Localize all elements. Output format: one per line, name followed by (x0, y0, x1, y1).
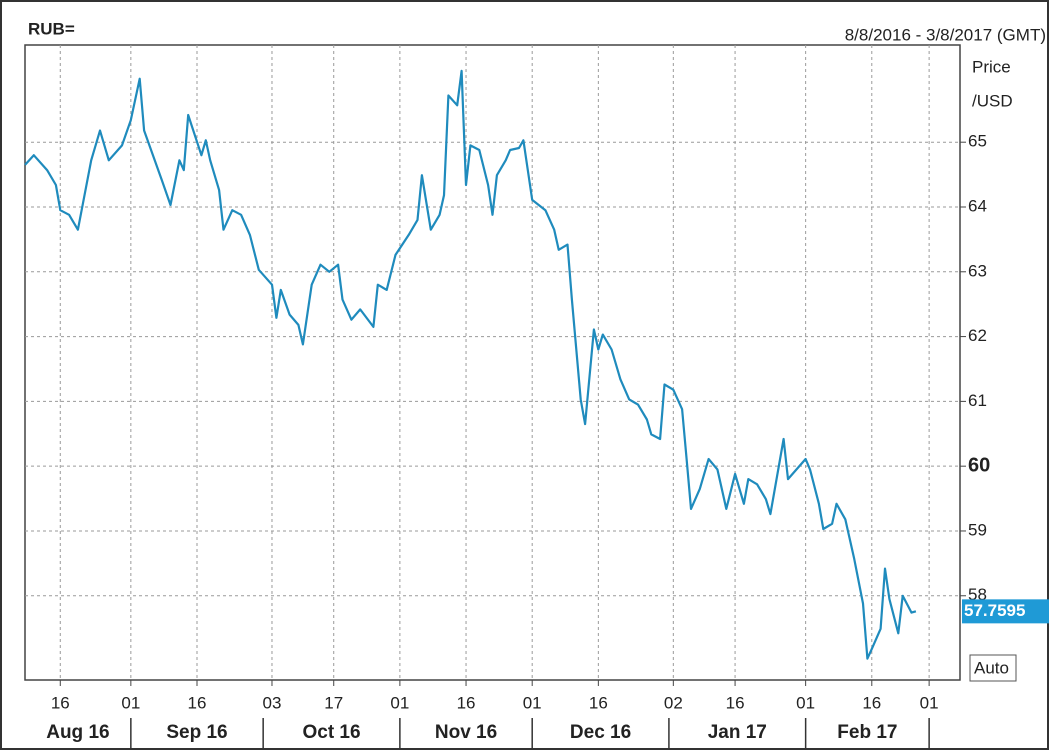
x-tick-label: 16 (589, 693, 608, 712)
x-tick-label: 01 (523, 693, 542, 712)
x-tick-label: 01 (121, 693, 140, 712)
x-tick-label: 02 (664, 693, 683, 712)
last-price-label: 57.7595 (964, 601, 1025, 620)
y-tick-label: 64 (968, 196, 987, 215)
date-range: 8/8/2016 - 3/8/2017 (GMT) (845, 25, 1046, 44)
y-tick-label: 63 (968, 261, 987, 280)
x-tick-label: 16 (862, 693, 881, 712)
price-line (24, 69, 917, 660)
x-tick-label: 16 (726, 693, 745, 712)
month-label: Oct 16 (302, 722, 360, 743)
y-tick-label: 59 (968, 520, 987, 539)
plot-area (24, 44, 961, 681)
x-tick-label: 01 (796, 693, 815, 712)
y-tick-label: 61 (968, 391, 987, 410)
x-tick-label: 17 (324, 693, 343, 712)
x-tick-label: 03 (263, 693, 282, 712)
y-axis-label: Price (972, 57, 1011, 76)
y-tick-label: 65 (968, 132, 987, 151)
last-price-box (962, 599, 1049, 624)
x-tick-label: 16 (188, 693, 207, 712)
auto-button[interactable] (969, 654, 1017, 682)
month-label: Feb 17 (837, 722, 897, 743)
y-tick-label: 60 (968, 454, 990, 476)
month-label: Jan 17 (708, 722, 767, 743)
chart-title: RUB= (28, 19, 75, 38)
y-tick-label: 62 (968, 326, 987, 345)
month-label: Nov 16 (435, 722, 497, 743)
x-tick-label: 01 (920, 693, 939, 712)
month-label: Sep 16 (166, 722, 227, 743)
month-label: Aug 16 (46, 722, 109, 743)
month-label: Dec 16 (570, 722, 631, 743)
x-tick-label: 16 (51, 693, 70, 712)
x-tick-label: 16 (457, 693, 476, 712)
auto-button-label[interactable]: Auto (974, 658, 1009, 677)
y-axis-label: /USD (972, 91, 1013, 110)
x-tick-label: 01 (390, 693, 409, 712)
